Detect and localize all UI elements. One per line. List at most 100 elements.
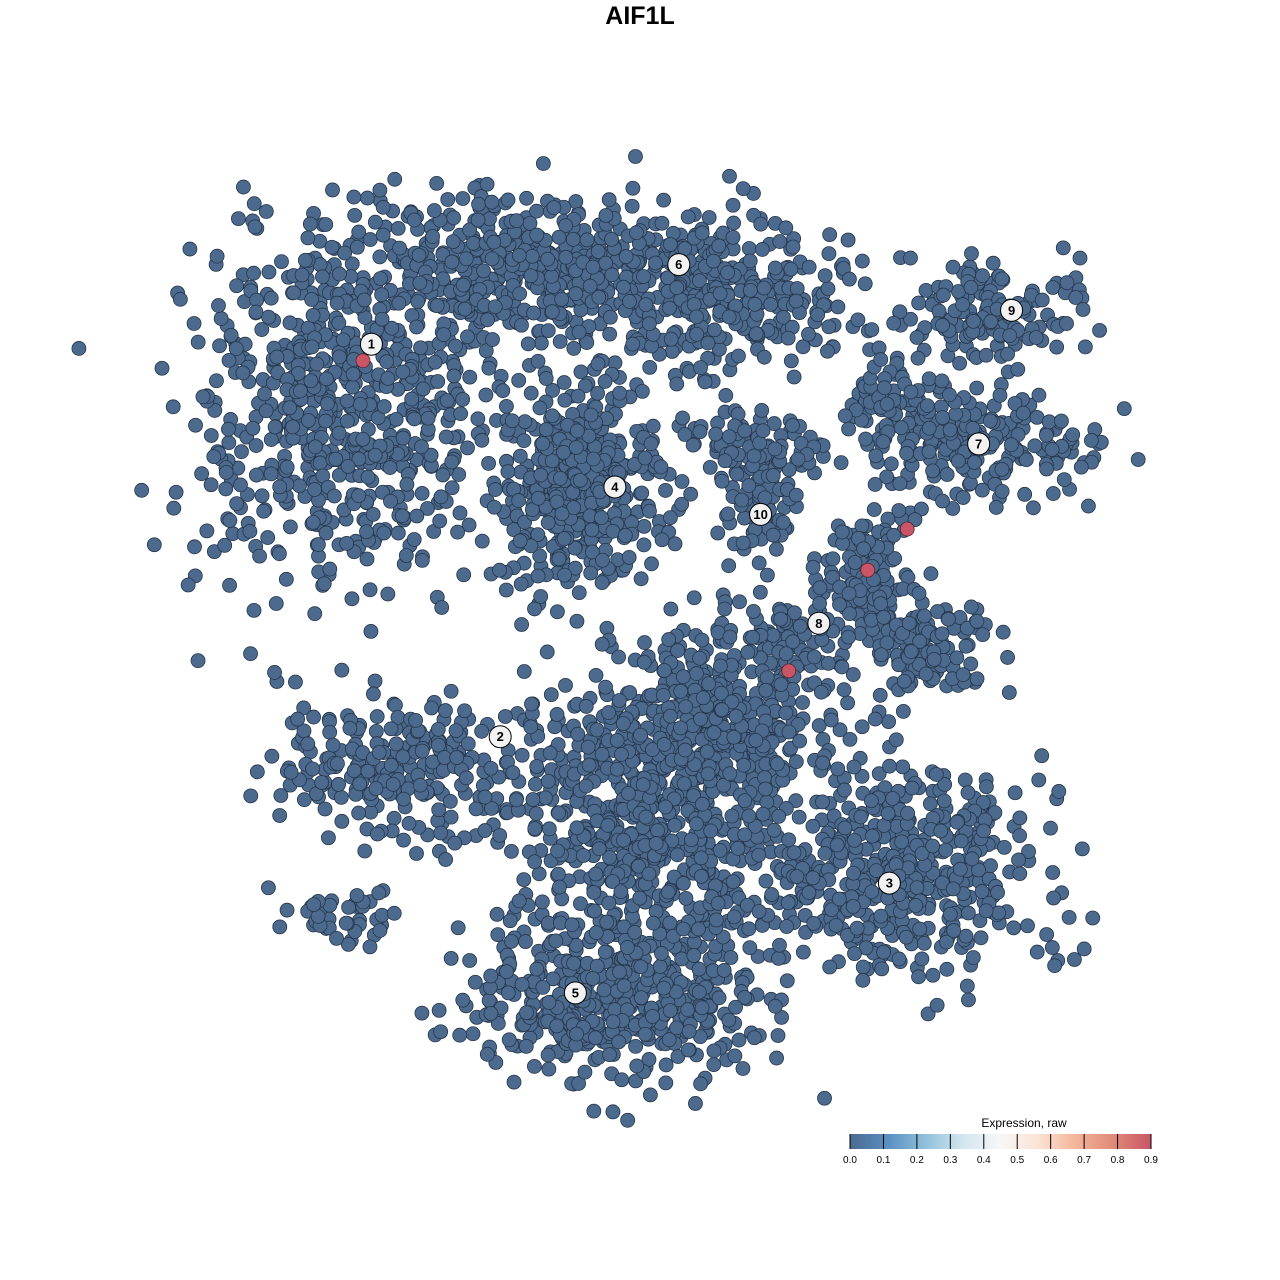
cell-point — [549, 707, 565, 722]
cell-point — [609, 733, 625, 748]
cell-point — [1031, 387, 1047, 403]
cell-point — [474, 533, 490, 549]
cell-point — [741, 241, 757, 256]
cell-point — [609, 761, 625, 777]
cell-point — [325, 182, 340, 198]
cell-point — [272, 479, 288, 495]
cell-point — [411, 247, 427, 263]
cell-point — [901, 615, 917, 631]
cell-point — [346, 189, 362, 205]
cell-point — [765, 527, 781, 543]
cell-point — [567, 560, 583, 576]
cell-point — [388, 697, 403, 713]
cell-point — [778, 220, 794, 236]
cell-point — [246, 265, 262, 281]
cell-point — [577, 378, 593, 394]
cell-point — [540, 1047, 556, 1063]
cell-point — [568, 286, 584, 302]
cell-point — [360, 763, 376, 779]
cell-point — [322, 561, 338, 577]
cell-point — [899, 445, 914, 461]
cell-point — [667, 817, 683, 833]
cell-point — [444, 454, 460, 470]
cell-point — [481, 360, 497, 376]
cell-point — [369, 826, 385, 842]
cell-point — [514, 617, 530, 632]
cell-point — [726, 215, 741, 231]
cell-point — [548, 933, 564, 949]
cell-point — [582, 278, 598, 294]
cell-point — [725, 197, 741, 213]
cell-point — [445, 234, 461, 250]
cell-point — [1003, 437, 1019, 453]
cell-point — [187, 539, 202, 555]
cell-point — [451, 467, 467, 482]
cell-point — [166, 500, 182, 516]
cell-point — [695, 690, 711, 706]
cell-point — [351, 488, 366, 504]
cell-point — [756, 349, 772, 365]
cell-point — [778, 646, 794, 662]
cell-point — [221, 421, 236, 437]
cell-point — [675, 410, 690, 426]
cell-point — [535, 156, 551, 171]
cell-point — [566, 500, 582, 516]
cell-point — [278, 571, 294, 587]
cell-point — [489, 906, 505, 922]
cell-point — [376, 399, 392, 414]
cell-point — [218, 464, 234, 480]
cell-point — [648, 255, 663, 271]
cell-point — [755, 423, 771, 439]
cell-point — [523, 385, 539, 401]
cell-point — [825, 551, 841, 567]
cell-point — [532, 548, 548, 564]
cell-point — [568, 440, 584, 455]
cell-point — [569, 423, 585, 439]
cell-point — [658, 1075, 674, 1091]
cell-point — [722, 629, 738, 645]
cell-point — [423, 447, 439, 463]
cell-point — [841, 421, 856, 437]
cell-point — [371, 885, 387, 901]
cell-point — [483, 1006, 499, 1021]
cell-point — [246, 196, 262, 212]
cell-point — [468, 801, 484, 817]
cell-point — [512, 286, 528, 302]
cell-point — [1067, 952, 1082, 967]
cell-point — [374, 907, 390, 923]
cell-point — [556, 444, 571, 460]
cell-point — [813, 684, 829, 700]
cell-point — [376, 525, 392, 541]
cell-point — [748, 326, 764, 342]
cell-point — [538, 790, 553, 806]
cell-point — [712, 286, 728, 302]
cell-point — [751, 555, 767, 571]
cell-point — [538, 371, 554, 386]
cell-point — [279, 459, 295, 475]
cell-point — [1039, 461, 1054, 477]
cell-point — [680, 1002, 696, 1018]
cell-point — [822, 227, 838, 243]
cell-point — [362, 232, 378, 247]
cell-point — [523, 719, 539, 735]
cell-point — [714, 473, 730, 489]
cell-point — [693, 850, 709, 866]
cell-point — [875, 434, 891, 450]
cell-point — [186, 316, 202, 331]
cell-point — [412, 777, 428, 793]
cell-point — [292, 383, 308, 399]
cell-point — [274, 254, 289, 269]
cell-point — [689, 309, 704, 325]
cell-point — [620, 786, 636, 801]
cell-point — [854, 719, 870, 735]
cell-point — [307, 606, 323, 622]
cell-point — [969, 380, 985, 396]
cell-point — [982, 413, 998, 429]
cell-point — [1054, 413, 1069, 429]
cell-point — [625, 180, 641, 196]
cell-point — [596, 982, 612, 998]
cell-point — [535, 436, 551, 451]
cell-point — [480, 312, 495, 328]
cell-point — [261, 264, 277, 280]
cell-point — [779, 973, 795, 989]
